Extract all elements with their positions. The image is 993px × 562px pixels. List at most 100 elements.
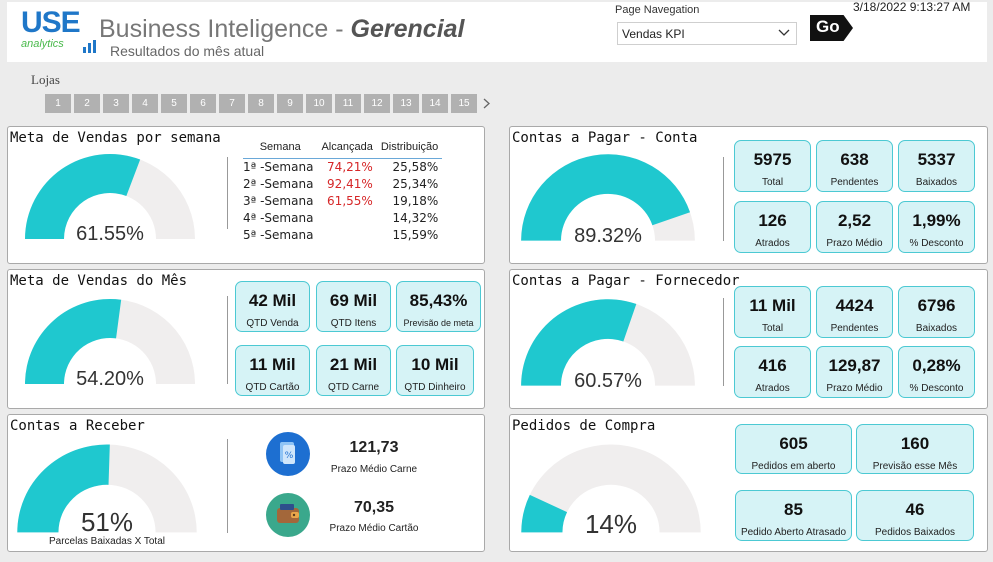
chevron-down-icon: [778, 29, 790, 36]
kpi-label: Previsão esse Mês: [872, 461, 958, 472]
table-row: 2ª -Semana 92,41% 25,34%: [243, 176, 442, 193]
distribuicao-cell: 14,32%: [392, 211, 439, 225]
table-row: 5ª -Semana 15,59%: [243, 227, 442, 244]
kpi-label: QTD Dinheiro: [404, 382, 466, 393]
gauge-value: 60.57%: [574, 370, 642, 392]
column-header[interactable]: Alcançada: [317, 139, 377, 159]
go-button[interactable]: Go: [810, 15, 853, 41]
loja-button[interactable]: 2: [74, 94, 100, 113]
loja-button[interactable]: 8: [248, 94, 274, 113]
column-header[interactable]: Semana: [243, 139, 318, 159]
gauge-value: 61.55%: [76, 223, 144, 245]
kpi-value: 0,28%: [912, 356, 961, 375]
semana-cell: 2ª -Semana: [243, 177, 314, 191]
logo-subtext: analytics: [21, 38, 64, 50]
kpi-value: 1,99%: [912, 211, 961, 230]
gauge-fill: [25, 154, 141, 239]
kpi-value: 605: [779, 434, 808, 453]
kpi-value: 5975: [753, 150, 792, 169]
kpi-label: Prazo Médio: [826, 238, 883, 249]
alcancada-cell: [317, 210, 376, 227]
loja-button[interactable]: 13: [393, 94, 419, 113]
kpi-label: Pendentes: [830, 177, 879, 188]
alcancada-cell: [317, 227, 376, 244]
gauge-value: 89.32%: [574, 225, 642, 247]
gauge-caption: Parcelas Baixadas X Total: [49, 536, 165, 547]
loja-button[interactable]: 5: [161, 94, 187, 113]
kpi-label: Pedido Aberto Atrasado: [740, 527, 847, 538]
meta-mes-gauge: 54.20%: [20, 284, 200, 404]
distribuicao-cell: 25,58%: [392, 160, 439, 175]
kpi-card: 21 Mil QTD Carne: [316, 345, 391, 396]
prazo-cartao-label: Prazo Médio Cartão: [329, 523, 419, 534]
kpi-card: 11 Mil Total: [734, 286, 811, 338]
kpi-label: Prazo Médio: [826, 383, 883, 394]
svg-text:%: %: [285, 451, 294, 461]
column-header[interactable]: Distribuição: [376, 139, 443, 159]
gauge-value: 14%: [584, 509, 638, 539]
divider: [723, 298, 724, 386]
loja-button[interactable]: 14: [422, 94, 448, 113]
kpi-card: 46 Pedidos Baixados: [856, 490, 974, 541]
loja-button[interactable]: 9: [277, 94, 303, 113]
panel-title: Pedidos de Compra: [512, 418, 656, 434]
semana-cell: 3ª -Semana: [243, 194, 314, 208]
kpi-card: 126 Atrados: [734, 201, 811, 253]
bar-chart-icon: [83, 40, 96, 53]
kpi-label: Total: [761, 323, 784, 334]
kpi-label: % Desconto: [909, 383, 964, 394]
loja-button[interactable]: 11: [335, 94, 361, 113]
contas-pagar-fornecedor-panel: Contas a Pagar - Fornecedor 60.57% 11 Mi…: [509, 269, 988, 409]
page-navigation-dropdown[interactable]: Vendas KPI: [617, 22, 797, 45]
gauge-fill: [25, 299, 122, 384]
gauge-fill: [521, 494, 568, 533]
header-bar: USE analytics Business Inteligence - Ger…: [7, 2, 987, 62]
kpi-label: % Desconto: [909, 238, 964, 249]
loja-button[interactable]: 4: [132, 94, 158, 113]
kpi-card: 85 Pedido Aberto Atrasado: [735, 490, 852, 541]
kpi-card: 85,43% Previsão de meta: [396, 281, 481, 332]
meta-semana-panel: Meta de Vendas por semana 61.55% Semana …: [7, 126, 485, 264]
kpi-value: 85,43%: [409, 291, 468, 310]
distribuicao-cell: 25,34%: [392, 177, 439, 191]
meta-mes-panel: Meta de Vendas do Mês 54.20% 42 Mil QTD V…: [7, 269, 485, 409]
loja-button[interactable]: 12: [364, 94, 390, 113]
kpi-card: 2,52 Prazo Médio: [816, 201, 893, 253]
contas-pagar-fornecedor-gauge: 60.57%: [516, 284, 700, 406]
panel-title: Meta de Vendas do Mês: [10, 273, 188, 289]
loja-button[interactable]: 15: [451, 94, 477, 113]
kpi-value: 46: [905, 500, 925, 519]
loja-button[interactable]: 10: [306, 94, 332, 113]
table-row: 1ª -Semana 74,21% 25,58%: [243, 159, 442, 176]
gauge-fill: [521, 299, 637, 386]
kpi-card: 69 Mil QTD Itens: [316, 281, 391, 332]
gauge-track: [521, 444, 701, 533]
kpi-label: QTD Carne: [327, 382, 380, 393]
gauge-value: 51%: [80, 507, 134, 537]
divider: [723, 157, 724, 241]
prazo-cartao-value: 70,35: [353, 499, 395, 516]
kpi-label: Pedidos em aberto: [751, 461, 836, 472]
loja-button[interactable]: 7: [219, 94, 245, 113]
contas-receber-gauge: 51% Parcelas Baixadas X Total: [12, 429, 202, 553]
kpi-card: 638 Pendentes: [816, 140, 893, 192]
kpi-card: 129,87 Prazo Médio: [816, 346, 893, 398]
kpi-value: 638: [840, 150, 869, 169]
kpi-label: Total: [761, 177, 784, 188]
loja-button[interactable]: 6: [190, 94, 216, 113]
loja-button[interactable]: 1: [45, 94, 71, 113]
current-datetime: 3/18/2022 9:13:27 AM: [853, 0, 971, 14]
kpi-value: 42 Mil: [248, 291, 297, 310]
kpi-label: Atrados: [755, 383, 790, 394]
panel-title: Meta de Vendas por semana: [10, 130, 221, 146]
kpi-value: 69 Mil: [329, 291, 378, 310]
chevron-right-icon[interactable]: [480, 94, 494, 113]
panel-title: Contas a Pagar - Fornecedor: [512, 273, 740, 289]
loja-button[interactable]: 3: [103, 94, 129, 113]
panel-title: Contas a Pagar - Conta: [512, 130, 698, 146]
kpi-card: 6796 Baixados: [898, 286, 975, 338]
table-row: 3ª -Semana 61,55% 19,18%: [243, 193, 442, 210]
page-navigation-value: Vendas KPI: [622, 27, 685, 41]
kpi-value: 129,87: [828, 356, 881, 375]
kpi-label: Previsão de meta: [403, 318, 474, 328]
